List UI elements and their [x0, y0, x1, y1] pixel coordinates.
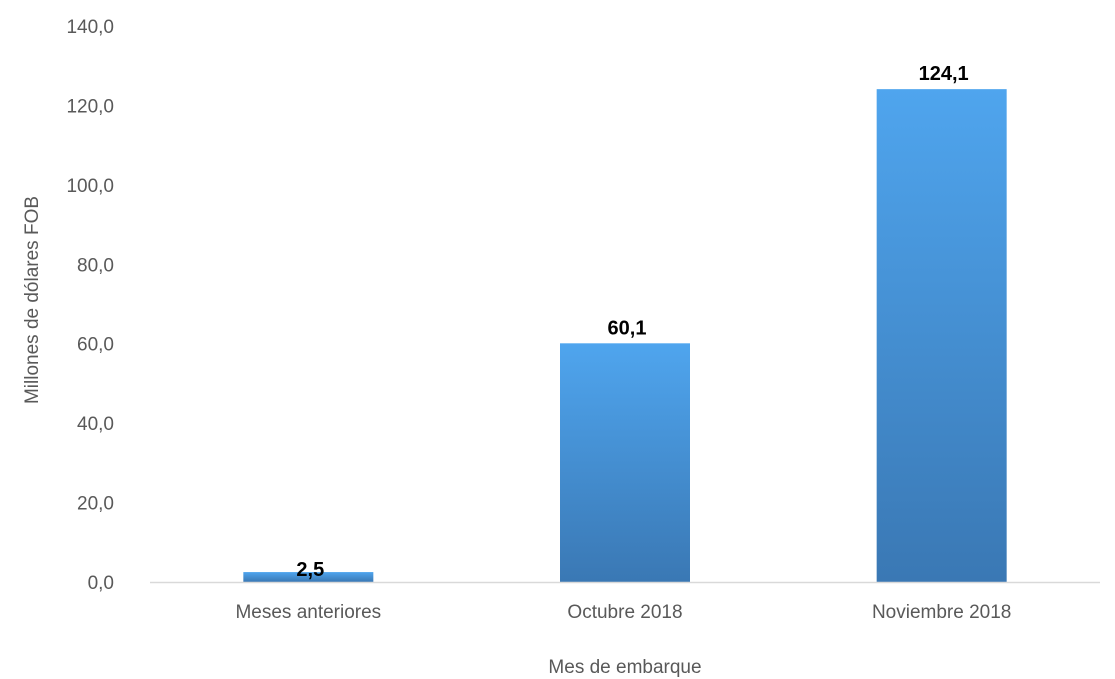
data-labels: 2,5 60,1 124,1	[296, 63, 968, 581]
y-tick-label: 120,0	[66, 96, 114, 117]
x-tick-label: Noviembre 2018	[872, 602, 1011, 623]
y-tick-label: 100,0	[66, 176, 114, 197]
bar	[876, 89, 1007, 582]
x-tick-label: Octubre 2018	[567, 602, 682, 623]
y-tick-label: 140,0	[66, 17, 114, 38]
y-tick-label: 40,0	[77, 414, 114, 435]
y-tick-label: 80,0	[77, 255, 114, 276]
x-axis-ticks: Meses anteriores Octubre 2018 Noviembre 20…	[235, 602, 1011, 623]
bar	[243, 572, 374, 582]
x-tick-label: Meses anteriores	[235, 602, 381, 623]
y-tick-label: 20,0	[77, 494, 114, 515]
y-tick-label: 0,0	[88, 573, 114, 594]
data-label: 60,1	[608, 317, 647, 339]
data-label: 2,5	[296, 559, 324, 581]
y-tick-label: 60,0	[77, 335, 114, 356]
y-axis-title: Millones de dólares FOB	[22, 196, 43, 404]
data-label: 124,1	[919, 63, 969, 85]
bars	[243, 89, 1007, 582]
x-axis-title: Mes de embarque	[548, 657, 701, 678]
bar	[560, 343, 690, 582]
y-axis-ticks: 0,0 20,0 40,0 60,0 80,0 100,0 120,0 140,0	[66, 17, 114, 594]
